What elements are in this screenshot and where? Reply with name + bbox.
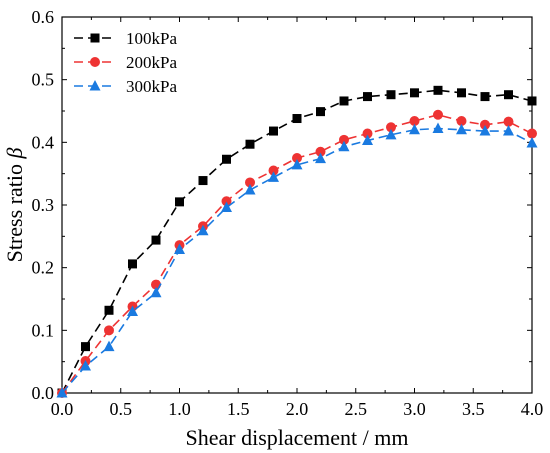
data-point — [175, 197, 184, 207]
legend-item: 100kPa — [74, 29, 177, 48]
data-point — [268, 171, 279, 182]
data-point — [410, 88, 419, 98]
data-point — [480, 119, 490, 130]
x-axis-label: Shear displacement / mm — [186, 425, 409, 450]
y-tick-label: 0.1 — [32, 320, 55, 340]
data-point — [291, 158, 303, 170]
data-point — [432, 122, 444, 134]
data-point — [56, 387, 68, 398]
data-point — [526, 136, 538, 148]
x-tick-label: 1.0 — [168, 399, 191, 419]
data-point — [292, 153, 302, 163]
data-point — [503, 125, 514, 136]
series-200kPa — [57, 109, 537, 398]
legend: 100kPa 200kPa 300kPa — [74, 29, 177, 96]
data-point — [244, 183, 256, 195]
data-point — [456, 123, 467, 135]
series-100kPa — [57, 85, 537, 398]
data-point — [362, 128, 373, 139]
y-axis-label: Stress ratio β — [2, 148, 27, 263]
x-tick-label: 2.5 — [345, 399, 368, 419]
legend-label: 300kPa — [126, 77, 177, 96]
data-point — [386, 122, 396, 133]
data-point — [480, 92, 490, 102]
data-point — [128, 259, 137, 269]
data-point — [363, 92, 372, 102]
data-point — [103, 340, 115, 352]
y-axis-label-text: Stress ratio — [2, 159, 27, 263]
legend-marker — [90, 33, 100, 43]
data-point — [338, 140, 350, 152]
series-300kPa — [56, 122, 538, 398]
y-tick-label: 0.2 — [32, 258, 55, 278]
data-point — [339, 96, 349, 106]
x-tick-label: 2.0 — [286, 399, 309, 419]
data-point — [198, 176, 208, 186]
y-tick-label: 0.4 — [32, 132, 55, 152]
data-point — [174, 243, 185, 254]
legend-label: 200kPa — [126, 53, 177, 72]
data-point — [197, 224, 209, 236]
data-point — [245, 139, 255, 149]
data-point — [504, 90, 513, 100]
x-tick-label: 4.0 — [521, 399, 544, 419]
data-point — [81, 342, 90, 352]
data-point — [456, 116, 467, 127]
legend-item: 300kPa — [74, 77, 177, 96]
data-point — [315, 146, 326, 157]
data-point — [315, 152, 326, 164]
data-point — [221, 201, 232, 213]
x-tick-label: 0.0 — [51, 399, 74, 419]
legend-item: 200kPa — [74, 53, 177, 72]
data-point — [222, 154, 231, 164]
data-point — [503, 116, 514, 127]
y-tick-label: 0.5 — [32, 70, 55, 90]
data-point — [386, 90, 396, 100]
data-point — [292, 114, 302, 124]
data-point — [385, 128, 397, 140]
x-tick-label: 3.0 — [403, 399, 426, 419]
data-point — [151, 235, 161, 245]
data-point — [127, 305, 138, 317]
legend-label: 100kPa — [126, 29, 177, 48]
data-point — [527, 96, 537, 106]
data-point — [316, 107, 325, 117]
x-tick-label: 3.5 — [462, 399, 485, 419]
data-point — [457, 88, 466, 98]
data-point — [268, 165, 279, 176]
data-point — [409, 123, 420, 135]
x-tick-label: 1.5 — [227, 399, 250, 419]
y-tick-label: 0.0 — [32, 383, 55, 403]
series-line — [61, 127, 533, 394]
y-tick-label: 0.3 — [32, 195, 55, 215]
data-point — [80, 360, 91, 371]
data-point — [479, 125, 491, 136]
data-point — [245, 177, 255, 188]
data-point — [339, 134, 349, 145]
data-point — [409, 116, 420, 127]
data-point — [221, 196, 232, 207]
data-point — [433, 109, 443, 120]
legend-marker — [89, 80, 101, 91]
data-point — [433, 85, 443, 95]
data-point — [527, 128, 537, 139]
data-point — [150, 286, 162, 298]
series-line — [61, 89, 533, 394]
data-point — [104, 325, 114, 336]
plot-frame — [61, 16, 533, 394]
x-tick-label: 0.5 — [110, 399, 133, 419]
y-tick-label: 0.6 — [32, 7, 55, 27]
legend-marker — [90, 57, 100, 67]
data-point — [362, 134, 373, 145]
data-point — [104, 305, 114, 315]
y-axis-label-symbol: β — [2, 148, 27, 160]
data-point — [269, 126, 278, 136]
